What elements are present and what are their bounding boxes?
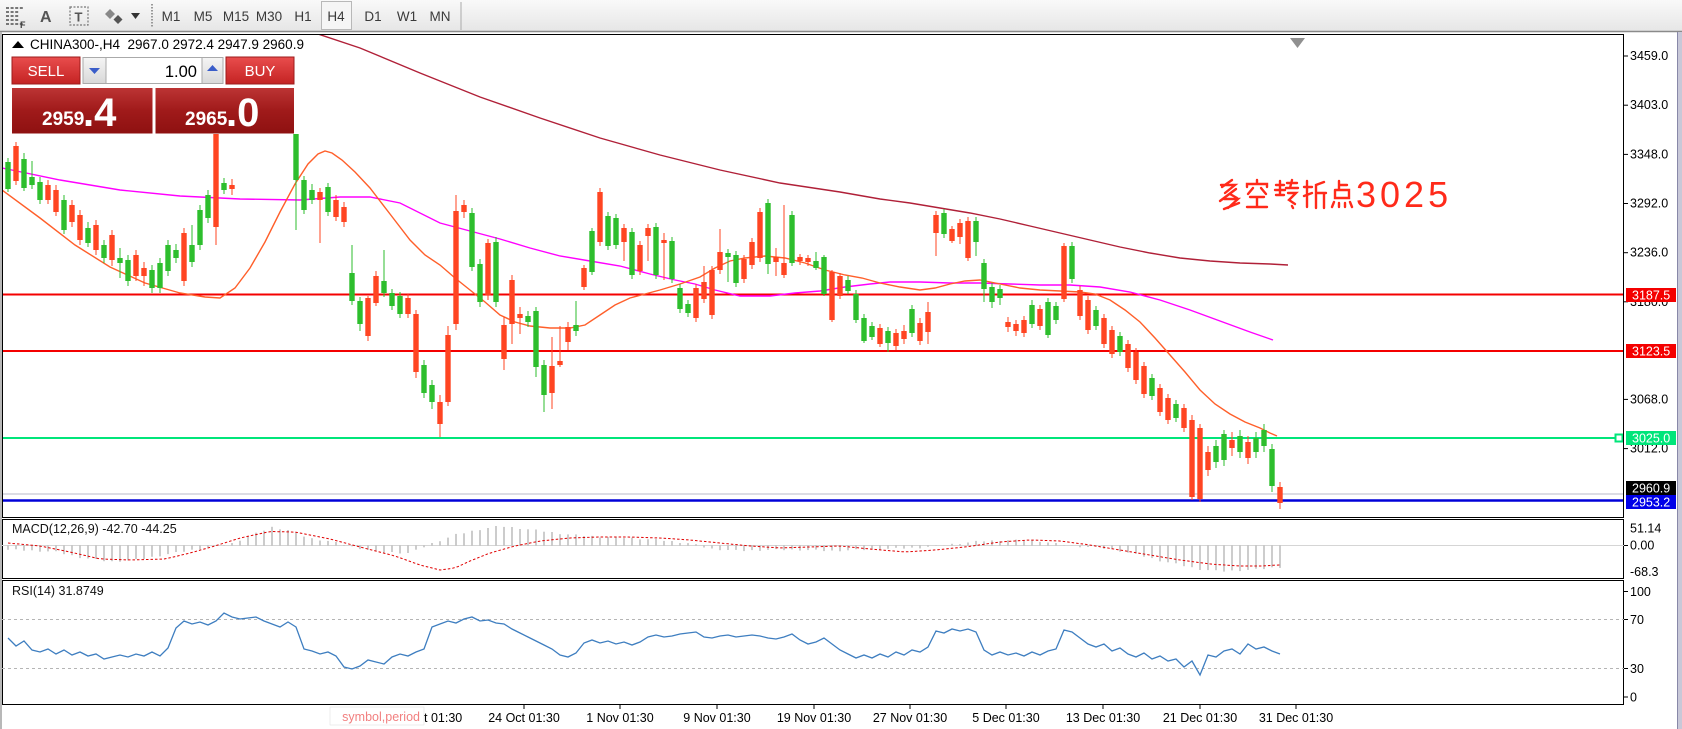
svg-text:D1: D1	[364, 9, 381, 24]
svg-text:2953.2: 2953.2	[1632, 496, 1670, 510]
svg-text:MN: MN	[430, 9, 451, 24]
svg-text:2965: 2965	[185, 109, 228, 130]
svg-text:t 01:30: t 01:30	[424, 711, 462, 725]
svg-text:-68.3: -68.3	[1630, 565, 1659, 579]
svg-text:24 Oct 01:30: 24 Oct 01:30	[488, 711, 560, 725]
svg-text:2960.9: 2960.9	[1632, 482, 1670, 496]
svg-text:.4: .4	[83, 91, 117, 135]
svg-text:BUY: BUY	[245, 63, 276, 80]
svg-text:M5: M5	[194, 9, 213, 24]
svg-text:H4: H4	[327, 9, 345, 24]
svg-text:13 Dec 01:30: 13 Dec 01:30	[1066, 711, 1140, 725]
svg-text:5 Dec 01:30: 5 Dec 01:30	[972, 711, 1039, 725]
svg-text:CHINA300-,H4 2967.0 2972.4 29: CHINA300-,H4 2967.0 2972.4 2947.9 2960.9	[30, 37, 304, 52]
svg-text:3236.0: 3236.0	[1630, 246, 1668, 260]
svg-text:70: 70	[1630, 613, 1644, 627]
svg-text:27 Nov 01:30: 27 Nov 01:30	[873, 711, 947, 725]
svg-text:3187.5: 3187.5	[1632, 289, 1670, 303]
svg-text:0.00: 0.00	[1630, 539, 1654, 553]
svg-text:3025: 3025	[1356, 174, 1452, 215]
svg-text:30: 30	[1630, 662, 1644, 676]
svg-text:3403.0: 3403.0	[1630, 98, 1668, 112]
svg-text:.0: .0	[226, 91, 259, 135]
svg-text:H1: H1	[294, 9, 311, 24]
svg-text:MACD(12,26,9) -42.70 -44.25: MACD(12,26,9) -42.70 -44.25	[12, 522, 177, 536]
svg-text:21 Dec 01:30: 21 Dec 01:30	[1163, 711, 1237, 725]
svg-text:RSI(14) 31.8749: RSI(14) 31.8749	[12, 584, 104, 598]
svg-text:31 Dec 01:30: 31 Dec 01:30	[1259, 711, 1333, 725]
svg-text:1.00: 1.00	[165, 63, 197, 81]
svg-text:M30: M30	[256, 9, 282, 24]
svg-text:T: T	[75, 10, 83, 25]
svg-text:100: 100	[1630, 585, 1651, 599]
svg-text:3292.0: 3292.0	[1630, 197, 1668, 211]
svg-text:M15: M15	[223, 9, 249, 24]
svg-text:51.14: 51.14	[1630, 522, 1661, 536]
svg-text:1 Nov 01:30: 1 Nov 01:30	[586, 711, 653, 725]
svg-text:3012.0: 3012.0	[1630, 442, 1668, 456]
svg-text:2959: 2959	[42, 109, 84, 130]
svg-text:3068.0: 3068.0	[1630, 392, 1668, 406]
svg-text:W1: W1	[397, 9, 417, 24]
svg-text:3123.5: 3123.5	[1632, 345, 1670, 359]
svg-text:3459.0: 3459.0	[1630, 49, 1668, 63]
svg-text:SELL: SELL	[28, 63, 65, 80]
svg-text:3025.0: 3025.0	[1632, 432, 1670, 446]
svg-text:A: A	[40, 9, 52, 26]
svg-text:3348.0: 3348.0	[1630, 147, 1668, 161]
svg-text:19 Nov 01:30: 19 Nov 01:30	[777, 711, 851, 725]
svg-text:F: F	[20, 20, 26, 30]
svg-text:symbol,period: symbol,period	[342, 710, 420, 724]
svg-text:M1: M1	[162, 9, 181, 24]
svg-text:0: 0	[1630, 691, 1637, 705]
svg-text:9 Nov 01:30: 9 Nov 01:30	[683, 711, 750, 725]
